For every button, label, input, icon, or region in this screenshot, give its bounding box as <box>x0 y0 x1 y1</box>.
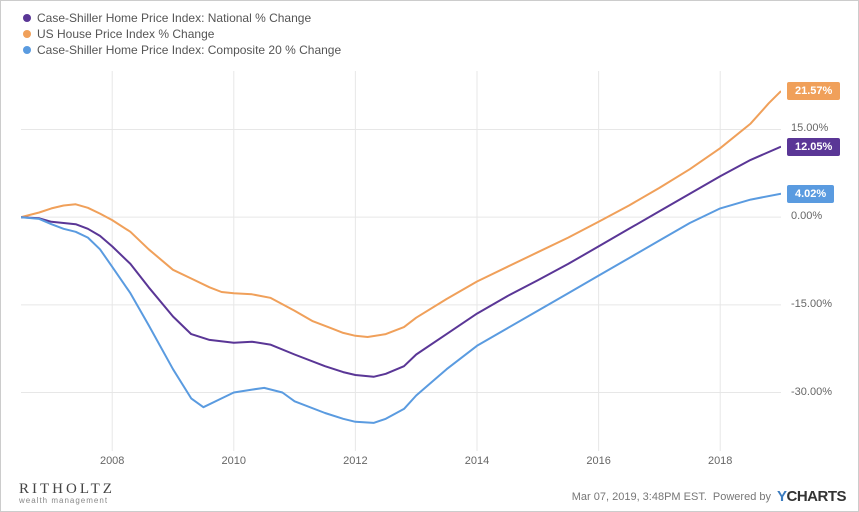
footer-right: Mar 07, 2019, 3:48PM EST. Powered by YCH… <box>572 488 846 505</box>
legend-label: Case-Shiller Home Price Index: National … <box>37 11 311 25</box>
legend-item: Case-Shiller Home Price Index: Composite… <box>23 43 341 57</box>
chart-container: Case-Shiller Home Price Index: National … <box>0 0 859 512</box>
end-value-badge: 21.57% <box>787 82 840 100</box>
legend-item: Case-Shiller Home Price Index: National … <box>23 11 341 25</box>
legend-marker-icon <box>23 30 31 38</box>
x-tick-label: 2016 <box>586 455 610 467</box>
ycharts-logo: YCHARTS <box>777 488 846 505</box>
legend: Case-Shiller Home Price Index: National … <box>23 11 341 59</box>
brand-subtitle: wealth management <box>19 496 108 505</box>
x-tick-label: 2012 <box>343 455 367 467</box>
y-tick-label: -30.00% <box>791 386 832 398</box>
x-tick-label: 2008 <box>100 455 124 467</box>
brand-logo: RITHOLTZ wealth management <box>19 481 115 505</box>
footer: RITHOLTZ wealth management Mar 07, 2019,… <box>19 481 846 505</box>
legend-item: US House Price Index % Change <box>23 27 341 41</box>
series-line <box>21 194 781 423</box>
plot-area <box>21 71 781 451</box>
x-tick-label: 2014 <box>465 455 489 467</box>
y-tick-label: 0.00% <box>791 210 822 222</box>
end-value-badge: 12.05% <box>787 138 840 156</box>
legend-label: Case-Shiller Home Price Index: Composite… <box>37 43 341 57</box>
series-line <box>21 147 781 377</box>
legend-marker-icon <box>23 46 31 54</box>
legend-marker-icon <box>23 14 31 22</box>
end-value-badge: 4.02% <box>787 185 834 203</box>
y-tick-label: -15.00% <box>791 298 832 310</box>
x-tick-label: 2010 <box>222 455 246 467</box>
legend-label: US House Price Index % Change <box>37 27 214 41</box>
powered-by-label: Powered by <box>713 491 771 503</box>
footer-timestamp: Mar 07, 2019, 3:48PM EST. <box>572 491 707 503</box>
x-tick-label: 2018 <box>708 455 732 467</box>
y-tick-label: 15.00% <box>791 122 828 134</box>
